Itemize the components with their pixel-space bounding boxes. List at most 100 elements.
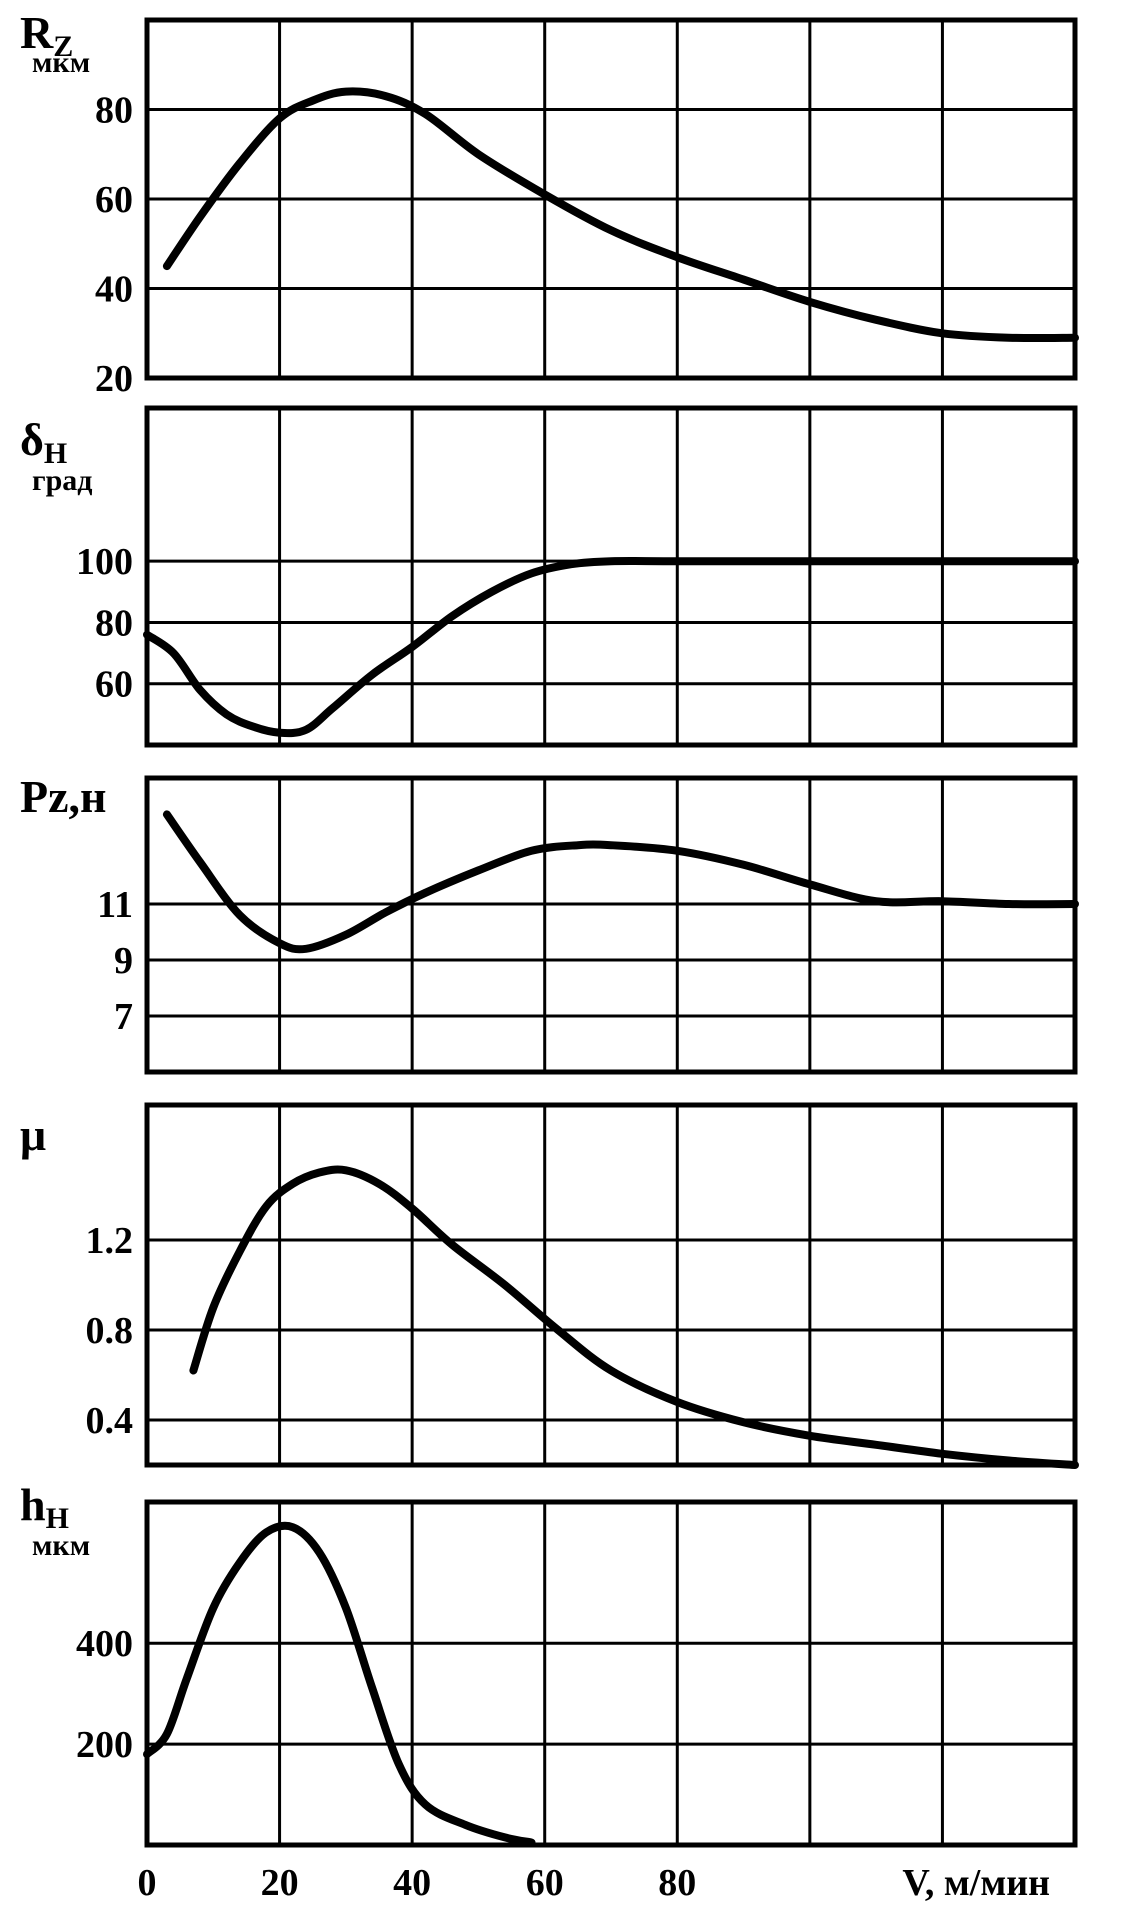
panel-frame [144, 1102, 1078, 1468]
data-point [941, 560, 943, 562]
data-point [610, 844, 612, 846]
data-point [530, 850, 532, 852]
y-axis-title-subscript: Н [44, 437, 67, 470]
data-point [875, 1444, 877, 1446]
data-point [809, 560, 811, 562]
panel-frame [144, 17, 1078, 381]
data-point [212, 1307, 214, 1308]
data-point [743, 279, 745, 281]
y-tick-label: 80 [95, 90, 133, 132]
data-point [318, 1172, 320, 1173]
y-tick-label: 11 [97, 884, 133, 926]
data-point [809, 883, 811, 885]
data-point [424, 892, 426, 894]
y-axis-title: Pz,н [20, 771, 107, 822]
y-axis-unit: град [32, 464, 92, 497]
data-point [186, 1678, 188, 1680]
data-point [173, 652, 175, 654]
data-point [239, 914, 241, 916]
data-point [941, 332, 943, 334]
data-point [411, 646, 413, 648]
data-point [345, 934, 347, 936]
data-point [941, 1453, 943, 1455]
data-point [875, 900, 877, 902]
x-tick-label: 80 [658, 1862, 696, 1904]
x-axis: 0 20 40 60 80 V, м/мин [138, 1862, 1051, 1904]
data-point [1008, 903, 1010, 905]
y-tick-label: 7 [114, 996, 133, 1038]
data-point [544, 194, 546, 196]
data-point [610, 1370, 612, 1371]
data-point [676, 1401, 678, 1403]
y-tick-label: 0.4 [86, 1400, 134, 1442]
data-point [941, 900, 943, 902]
data-point [1074, 903, 1076, 905]
series-line [162, 810, 1079, 954]
data-point [385, 95, 387, 97]
y-axis-unit: мкм [32, 1529, 90, 1562]
y-axis-title: μ [20, 1109, 46, 1160]
data-point [265, 1531, 267, 1533]
panel-3: 7 9 11 Pz,н [20, 771, 1079, 1075]
y-tick-label: 20 [95, 358, 133, 400]
data-point [199, 689, 201, 691]
data-point [265, 1205, 267, 1207]
data-point [292, 1183, 294, 1185]
data-point [464, 1824, 466, 1826]
y-axis-title: hН [20, 1479, 69, 1535]
panel-4: 0.4 0.8 1.2 μ [20, 1102, 1079, 1469]
data-point [676, 256, 678, 258]
data-point [146, 1753, 148, 1755]
data-point [378, 1183, 380, 1185]
data-point [477, 153, 479, 155]
data-point [743, 864, 745, 866]
y-tick-label: 0.8 [86, 1310, 134, 1352]
data-point [809, 301, 811, 303]
data-point [239, 162, 241, 164]
data-point [451, 1244, 453, 1245]
data-point [610, 229, 612, 231]
data-point [371, 1688, 373, 1690]
data-point [332, 707, 334, 709]
data-point [371, 674, 373, 676]
data-point [345, 91, 347, 93]
data-point [385, 911, 387, 913]
data-point [743, 1421, 745, 1423]
panel-frame [144, 405, 1078, 748]
y-axis-unit: мкм [32, 46, 90, 79]
y-tick-label: 9 [114, 940, 133, 982]
series-line [162, 87, 1079, 343]
data-point [226, 713, 228, 715]
data-point [199, 861, 201, 863]
data-point [166, 265, 168, 267]
y-axis-title-subscript: Z [53, 30, 73, 63]
y-tick-label: 40 [95, 269, 133, 311]
y-axis-title: δН [20, 414, 67, 470]
data-point [477, 869, 479, 871]
data-point [192, 1370, 194, 1371]
y-tick-label: 60 [95, 179, 133, 221]
y-tick-label: 200 [76, 1724, 133, 1766]
data-point [504, 1836, 506, 1838]
x-axis-title: V, м/мин [902, 1862, 1050, 1904]
data-point [312, 100, 314, 102]
data-point [305, 948, 307, 950]
data-point [1074, 337, 1076, 339]
data-point [279, 942, 281, 944]
data-point [570, 563, 572, 565]
x-tick-label: 60 [526, 1862, 564, 1904]
data-point [252, 726, 254, 728]
data-point [577, 844, 579, 846]
data-point [530, 1841, 532, 1843]
panel-frame [144, 1499, 1078, 1848]
data-point [292, 1526, 294, 1528]
y-tick-label: 100 [76, 541, 133, 583]
data-point [1074, 1464, 1076, 1466]
data-point [279, 732, 281, 734]
data-point [212, 1607, 214, 1609]
data-point [398, 1763, 400, 1765]
y-tick-label: 400 [76, 1623, 133, 1665]
